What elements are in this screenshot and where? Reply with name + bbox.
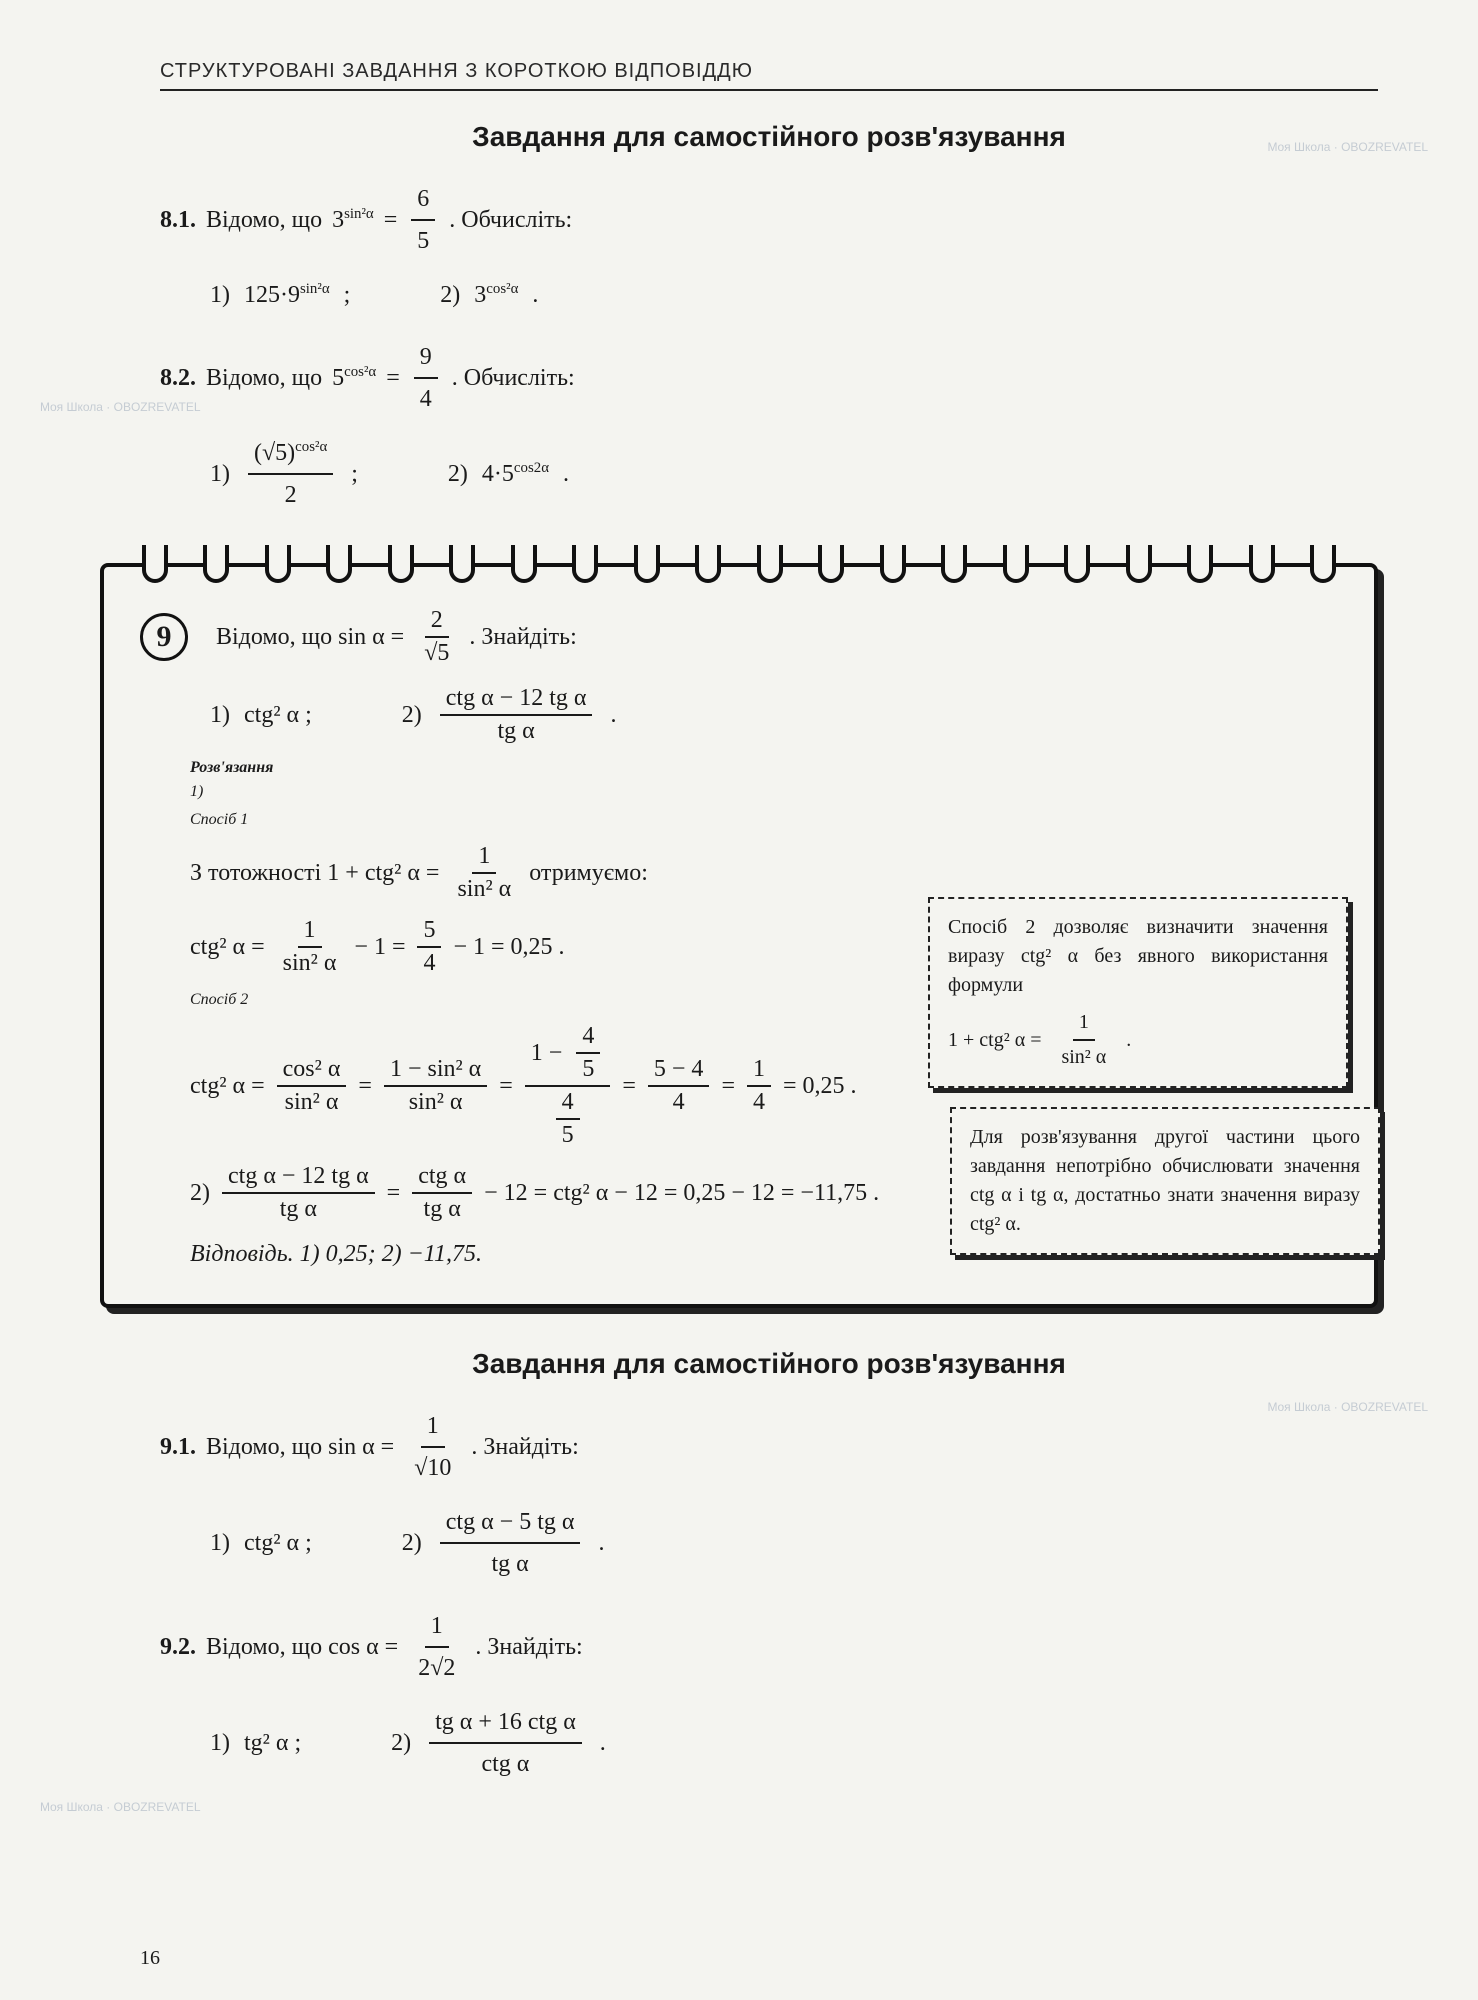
math: 3sin²α (332, 202, 374, 238)
fraction: 1 sin² α (451, 843, 517, 903)
math: 3cos²α (474, 277, 518, 313)
page-header: СТРУКТУРОВАНІ ЗАВДАННЯ З КОРОТКОЮ ВІДПОВ… (160, 60, 1378, 91)
watermark: Moя Школа · OBOZREVATEL (40, 1800, 201, 1814)
side-note-1: Спосіб 2 дозволяє визначити значення вир… (928, 897, 1348, 1088)
subitem-1: 1) 125·9sin²α ; (210, 277, 350, 313)
section-title-2: Завдання для самостійного розв'язування (160, 1348, 1378, 1380)
text: . Знайдіть: (469, 624, 576, 651)
text: . Обчисліть: (449, 202, 572, 238)
math: 125·9sin²α (244, 277, 330, 313)
subitem-2: 2) tg α + 16 ctg αctg α . (391, 1704, 606, 1782)
math: 4·5cos2α (482, 456, 549, 492)
nested-fraction: 1 − 45 45 (525, 1023, 611, 1149)
problem-9-2: 9.2. Відомо, що cos α = 12√2 . Знайдіть:… (160, 1608, 1378, 1782)
subitem-1: 1) (√5)cos²α 2 ; (210, 435, 358, 513)
fraction: (√5)cos²α 2 (248, 435, 333, 513)
fraction: 2 √5 (418, 607, 455, 667)
section-title-1: Завдання для самостійного розв'язування (160, 121, 1378, 153)
worked-example-box: 9 Відомо, що sin α = 2 √5 . Знайдіть: 1)… (100, 563, 1378, 1308)
math-line: З тотожності 1 + ctg² α = 1 sin² α отрим… (190, 843, 1338, 903)
spiral-binding-icon (104, 545, 1374, 583)
subitem-1: 1) ctg² α ; (210, 1525, 312, 1561)
problem-number: 8.1. (160, 202, 196, 238)
subitem-2: 2) 3cos²α . (440, 277, 538, 313)
equals: = (386, 360, 400, 396)
problem-number: 9.1. (160, 1429, 196, 1465)
side-note-2: Для розв'язування другої частини цього з… (950, 1107, 1380, 1255)
subitem-2: 2) ctg α − 5 tg αtg α . (402, 1504, 605, 1582)
subitem-1: 1) ctg² α ; (210, 702, 312, 729)
text: . Обчисліть: (452, 360, 575, 396)
text: Відомо, що (206, 360, 322, 396)
page-number: 16 (140, 1947, 160, 1970)
text: Відомо, що sin α = (216, 624, 404, 651)
equals: = (384, 202, 398, 238)
problem-8-1: 8.1. Відомо, що 3sin²α = 6 5 . Обчисліть… (160, 181, 1378, 313)
method-label: Спосіб 1 (190, 811, 1338, 829)
problem-number: 8.2. (160, 360, 196, 396)
fraction: 9 4 (414, 339, 438, 417)
step-label: 1) (190, 783, 1338, 801)
subitem-2: 2) 4·5cos2α . (448, 456, 569, 492)
problem-8-2: 8.2. Відомо, що 5cos²α = 9 4 . Обчисліть… (160, 339, 1378, 513)
subitem-2: 2) ctg α − 12 tg α tg α . (402, 685, 617, 745)
circled-number: 9 (140, 613, 188, 661)
text: Відомо, що (206, 202, 322, 238)
solution-label: Розв'язання (190, 759, 1338, 777)
subitem-1: 1) tg² α ; (210, 1725, 301, 1761)
fraction: 6 5 (411, 181, 435, 259)
problem-9-1: 9.1. Відомо, що sin α = 1√10 . Знайдіть:… (160, 1408, 1378, 1582)
fraction: ctg α − 12 tg α tg α (440, 685, 593, 745)
problem-number: 9.2. (160, 1629, 196, 1665)
page: СТРУКТУРОВАНІ ЗАВДАННЯ З КОРОТКОЮ ВІДПОВ… (0, 0, 1478, 2000)
math: 5cos²α (332, 360, 376, 396)
